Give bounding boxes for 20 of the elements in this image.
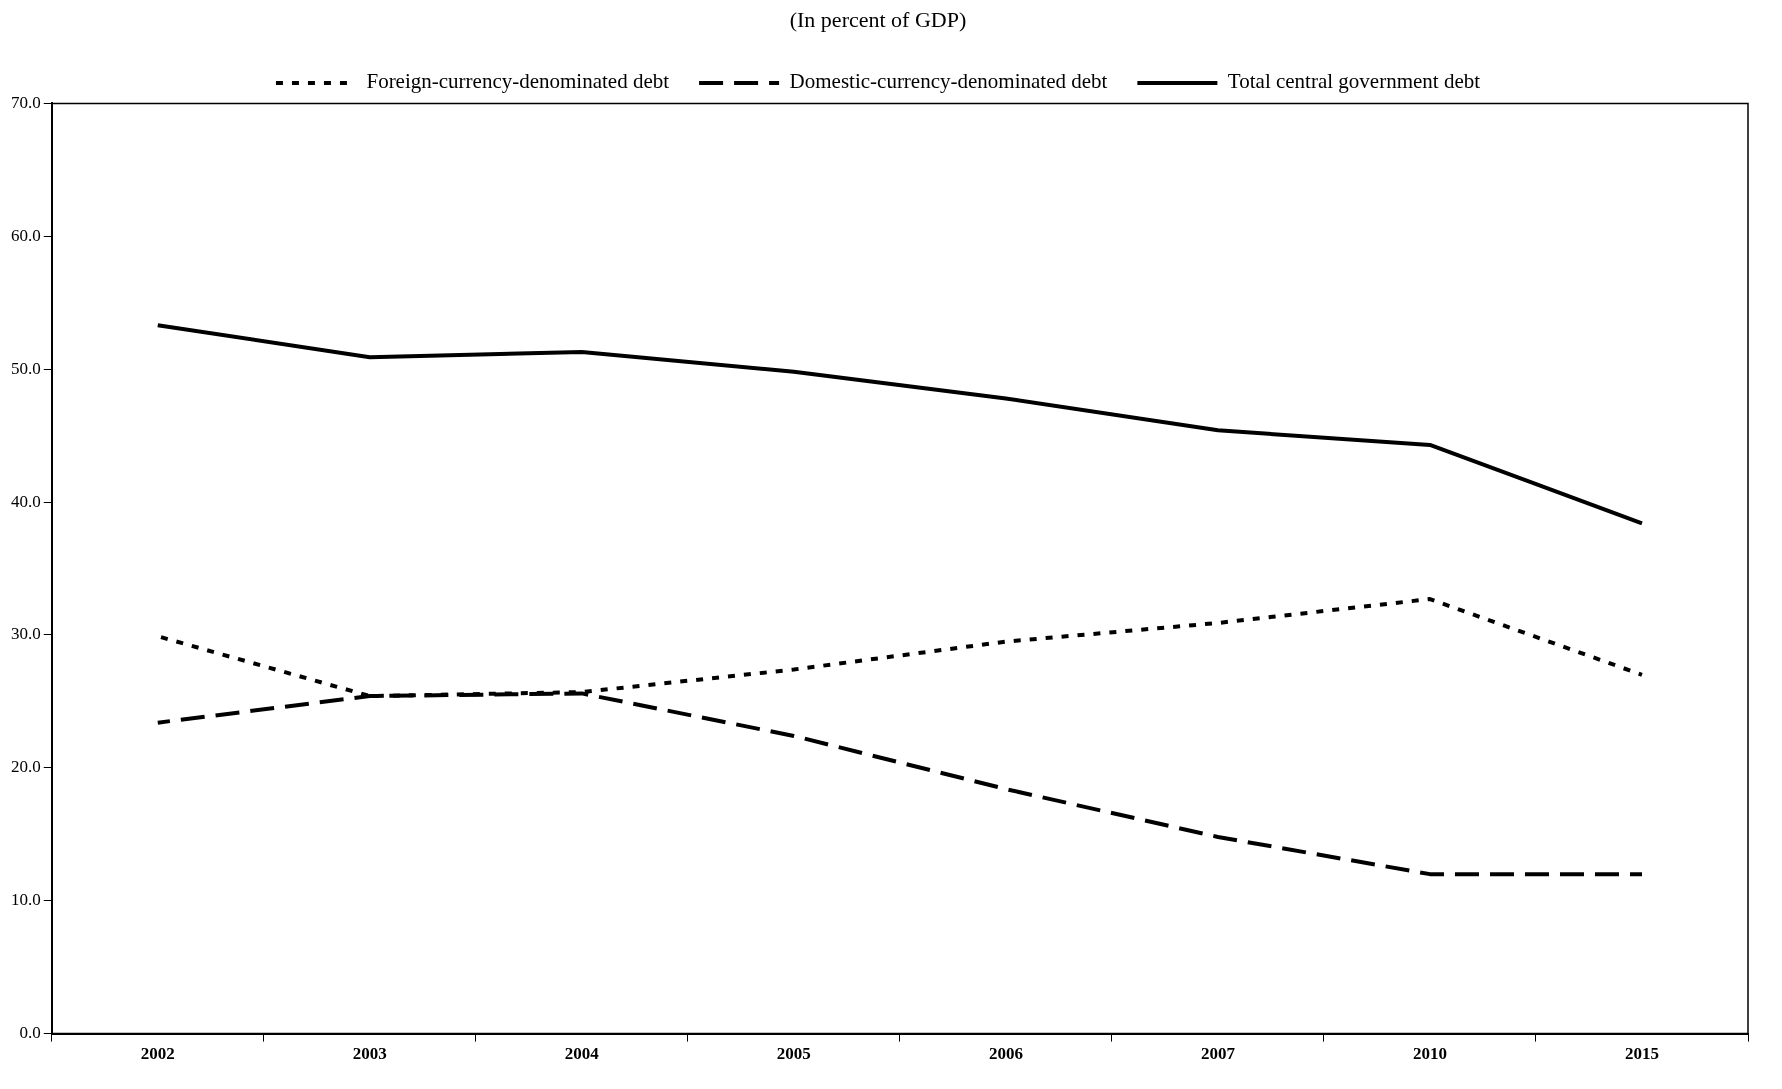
x-tick-label: 2010 [1412, 1044, 1447, 1064]
chart-subtitle: (In percent of GDP) [789, 6, 967, 32]
y-tick-label: 50.0 [11, 358, 41, 378]
y-tick-label: 60.0 [11, 225, 41, 245]
x-tick-label: 2003 [352, 1044, 387, 1064]
x-tick-label: 2002 [140, 1044, 175, 1064]
y-tick-label: 0.0 [19, 1023, 41, 1043]
y-tick-label: 20.0 [11, 757, 41, 777]
x-tick-label: 2015 [1624, 1044, 1659, 1064]
y-tick-label: 40.0 [11, 491, 41, 511]
x-tick-label: 2005 [776, 1044, 811, 1064]
legend-label: Foreign-currency-denominated debt [366, 69, 670, 94]
y-tick-label: 70.0 [11, 92, 41, 112]
x-tick-label: 2004 [564, 1044, 600, 1064]
x-tick-label: 2006 [988, 1044, 1023, 1064]
legend-label: Domestic-currency-denominated debt [789, 69, 1108, 94]
y-tick-label: 30.0 [11, 624, 41, 644]
y-tick-label: 10.0 [11, 890, 41, 910]
x-tick-label: 2007 [1200, 1044, 1236, 1064]
legend-label: Total central government debt [1227, 69, 1481, 94]
